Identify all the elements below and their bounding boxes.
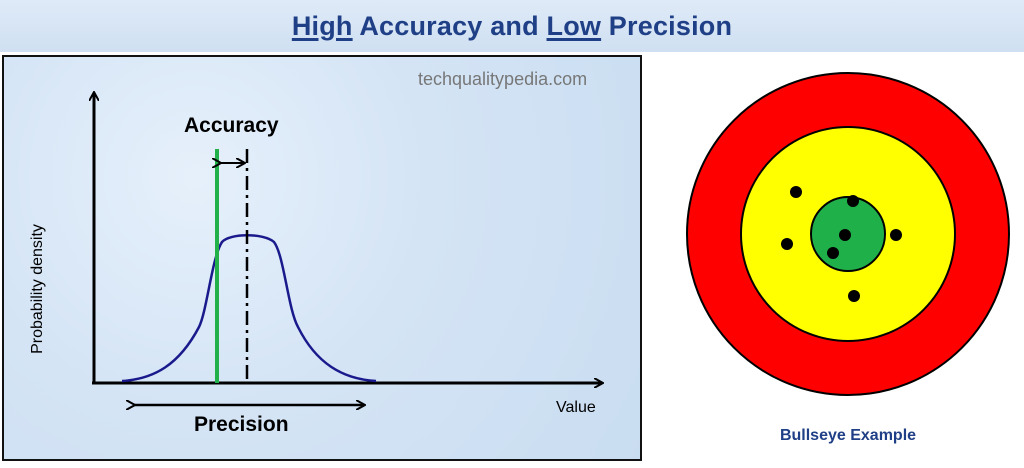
- hit-point: [890, 229, 902, 241]
- watermark: techqualitypedia.com: [418, 69, 588, 89]
- distribution-graph: [4, 57, 644, 463]
- title-low: Low: [546, 10, 602, 41]
- x-axis-label: Value: [556, 399, 596, 416]
- title-high: High: [291, 10, 353, 41]
- bullseye-caption: Bullseye Example: [779, 427, 917, 444]
- distribution-curve: [121, 234, 377, 383]
- accuracy-label: Accuracy: [184, 114, 279, 137]
- bullseye-target: [678, 62, 1018, 402]
- hit-point: [781, 238, 793, 250]
- distribution-graph-panel: techqualitypedia.com Probability density…: [2, 55, 642, 461]
- hit-point: [827, 247, 839, 259]
- hit-point: [848, 290, 860, 302]
- title-end: Precision: [601, 10, 733, 41]
- hit-point: [790, 186, 802, 198]
- hit-point: [847, 195, 859, 207]
- title-middle: Accuracy and: [352, 10, 547, 41]
- title-bar: High Accuracy and Low Precision: [0, 0, 1024, 52]
- page-title: High Accuracy and Low Precision: [292, 11, 732, 42]
- y-axis-label: Probability density: [29, 224, 46, 354]
- hit-point: [839, 229, 851, 241]
- precision-label: Precision: [194, 413, 289, 436]
